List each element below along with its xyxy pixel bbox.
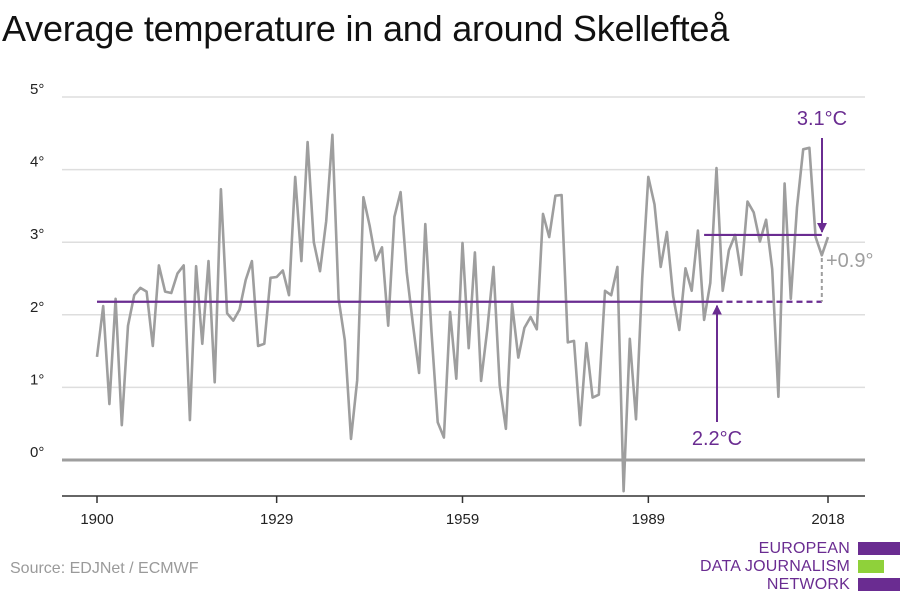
difference-label: +0.9° bbox=[826, 250, 873, 272]
x-tick-label: 1900 bbox=[80, 511, 113, 528]
y-tick-label: 4° bbox=[30, 154, 44, 171]
source-note: Source: EDJNet / ECMWF bbox=[10, 560, 199, 577]
x-tick-label: 1959 bbox=[446, 511, 479, 528]
logo-bar-purple-bottom bbox=[858, 578, 900, 591]
x-tick-label: 1989 bbox=[632, 511, 665, 528]
y-tick-label: 1° bbox=[30, 371, 44, 388]
temperature-series-line bbox=[95, 133, 830, 493]
edjnet-logo: EUROPEAN DATA JOURNALISM NETWORK bbox=[700, 538, 900, 600]
recent-average-label: 3.1°C bbox=[797, 108, 847, 130]
chart-title: Average temperature in and around Skelle… bbox=[2, 8, 730, 49]
y-tick-label: 5° bbox=[30, 81, 44, 98]
logo-text-line-1: EUROPEAN bbox=[758, 540, 850, 557]
logo-bar-purple-top bbox=[858, 542, 900, 555]
x-tick-label: 2018 bbox=[811, 511, 844, 528]
y-tick-label: 2° bbox=[30, 299, 44, 316]
logo-text-line-2: DATA JOURNALISM bbox=[700, 558, 850, 575]
baseline-average-label: 2.2°C bbox=[692, 428, 742, 450]
x-tick-label: 1929 bbox=[260, 511, 293, 528]
logo-bar-green bbox=[858, 560, 884, 573]
logo-text-line-3: NETWORK bbox=[766, 576, 850, 593]
y-tick-label: 3° bbox=[30, 226, 44, 243]
y-tick-label: 0° bbox=[30, 444, 44, 461]
